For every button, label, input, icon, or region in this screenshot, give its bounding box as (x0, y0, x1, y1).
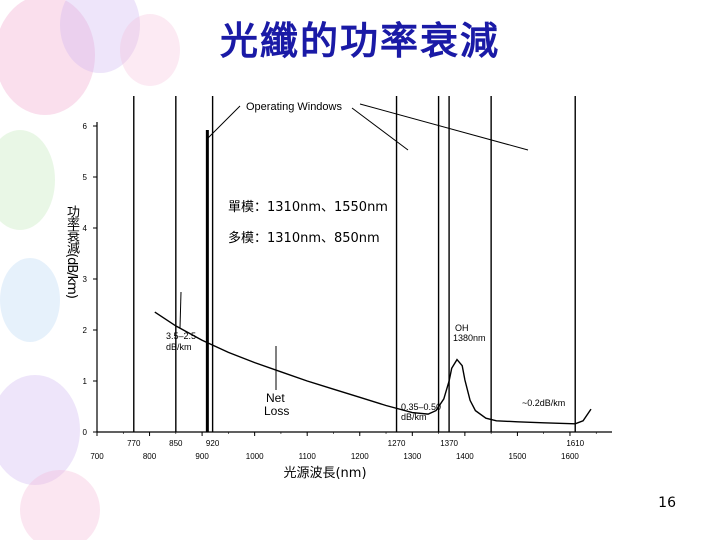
window-marker-label: 1610 (566, 439, 584, 448)
balloon-purple-icon (60, 0, 140, 73)
balloon-pink-icon (120, 14, 180, 86)
window-marker-label: 1270 (388, 439, 406, 448)
annotation-third-window-label: ~0.2dB/km (522, 398, 565, 408)
annotation-arrow (359, 103, 529, 151)
balloon-purple-icon (0, 375, 80, 485)
annotation-net-loss-line1: Net (266, 391, 285, 405)
attenuation-curve (154, 311, 592, 425)
y-tick-label: 0 (83, 428, 88, 437)
x-tick-label: 1400 (456, 452, 474, 461)
window-marker-label: 920 (206, 439, 220, 448)
x-tick-label: 800 (143, 452, 157, 461)
annotation-net-loss-line2: Loss (264, 404, 289, 418)
attenuation-curve-group (154, 311, 592, 425)
balloon-green-icon (0, 130, 55, 230)
chart-annotations: Operating Windows 3.5–2.5 dB/km Net Loss… (166, 101, 565, 422)
annotation-arrow (207, 105, 241, 139)
x-tick-label: 1500 (509, 452, 527, 461)
balloon-pink-icon (20, 470, 100, 540)
y-tick-label: 3 (83, 275, 88, 284)
x-tick-label: 1600 (561, 452, 579, 461)
annotation-arrow (179, 291, 182, 329)
slide-title: 光纖的功率衰減 (219, 18, 500, 63)
window-markers: 770 850 920 1270 1370 1610 (127, 96, 585, 448)
y-tick-label: 1 (83, 377, 88, 386)
x-tick-label: 1300 (403, 452, 421, 461)
annotation-first-window-label: 3.5–2.5 (166, 331, 196, 341)
chart-axes: 0 1 2 3 4 5 6 700 800 900 1000 1100 1200 1300 1400 1500… (83, 122, 612, 461)
singlemode-note: 單模：1310nm、1550nm (228, 200, 388, 215)
y-axis-label: 功率衰減(dB/km) (64, 205, 79, 298)
x-axis-label: 光源波長(nm) (283, 466, 367, 481)
x-tick-label: 1200 (351, 452, 369, 461)
x-tick-label: 1100 (299, 452, 317, 461)
y-tick-label: 6 (83, 122, 88, 131)
annotation-operating-windows: Operating Windows (246, 101, 342, 113)
window-marker-label: 1370 (440, 439, 458, 448)
multimode-note: 多模：1310nm、850nm (228, 231, 380, 246)
annotation-oh-peak: OH (455, 323, 469, 333)
annotation-oh-wavelength: 1380nm (453, 333, 486, 343)
x-tick-label: 700 (90, 452, 104, 461)
x-tick-label: 1000 (246, 452, 264, 461)
page-number: 16 (658, 495, 676, 511)
annotation-arrow (351, 107, 409, 151)
y-tick-label: 5 (83, 173, 88, 182)
y-tick-label: 2 (83, 326, 88, 335)
balloon-pink-icon (0, 0, 95, 115)
y-tick-label: 4 (83, 224, 88, 233)
annotation-second-window-label: 0.35–0.50 (401, 402, 441, 412)
window-marker-label: 770 (127, 439, 141, 448)
x-tick-label: 900 (195, 452, 209, 461)
annotation-second-window-unit: dB/km (401, 412, 427, 422)
annotation-first-window-unit: dB/km (166, 342, 192, 352)
balloon-blue-icon (0, 258, 60, 342)
window-marker-label: 850 (169, 439, 183, 448)
